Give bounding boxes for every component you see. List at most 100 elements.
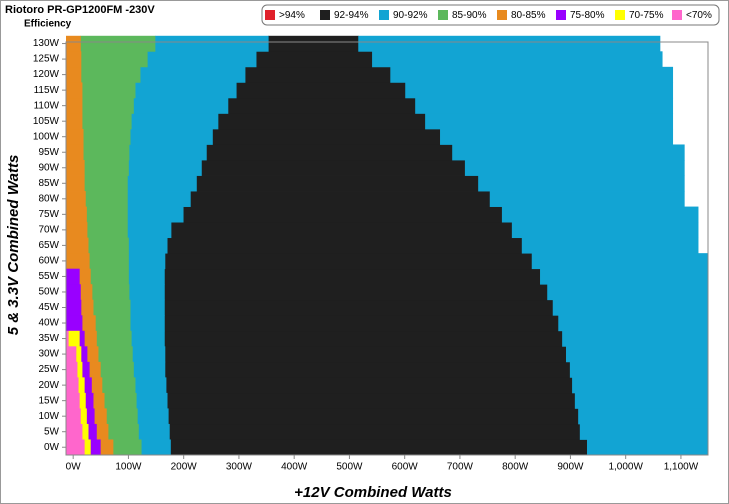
y-tick-label: 55W bbox=[38, 271, 59, 282]
efficiency-cell bbox=[268, 35, 359, 52]
legend-swatch bbox=[497, 10, 507, 20]
efficiency-cell bbox=[91, 377, 103, 394]
efficiency-cell bbox=[569, 361, 709, 378]
efficiency-cell bbox=[86, 346, 99, 363]
efficiency-cell bbox=[183, 206, 503, 223]
efficiency-cell bbox=[83, 128, 131, 145]
efficiency-cell bbox=[245, 66, 391, 83]
y-tick-label: 35W bbox=[38, 333, 59, 344]
efficiency-cell bbox=[66, 66, 82, 83]
efficiency-cell bbox=[68, 330, 80, 347]
legend-label: 90-92% bbox=[393, 10, 428, 21]
efficiency-cell bbox=[100, 439, 114, 456]
efficiency-cell bbox=[227, 97, 416, 114]
efficiency-cell bbox=[170, 439, 588, 456]
efficiency-cell bbox=[86, 222, 128, 239]
efficiency-cell bbox=[96, 330, 132, 347]
efficiency-cell bbox=[574, 392, 709, 409]
efficiency-cell bbox=[85, 191, 128, 207]
legend-label: 70-75% bbox=[629, 10, 664, 21]
efficiency-cell bbox=[104, 392, 137, 409]
efficiency-cell bbox=[140, 66, 246, 83]
efficiency-cell bbox=[464, 160, 685, 176]
x-tick-label: 800W bbox=[502, 462, 529, 473]
efficiency-cell bbox=[66, 408, 81, 425]
efficiency-cell bbox=[137, 408, 169, 425]
efficiency-cell bbox=[112, 439, 142, 456]
x-tick-label: 200W bbox=[171, 462, 198, 473]
efficiency-cell bbox=[86, 408, 95, 425]
efficiency-cell bbox=[66, 423, 83, 440]
y-tick-label: 5W bbox=[44, 426, 60, 437]
efficiency-cell bbox=[170, 222, 513, 239]
y-tick-label: 115W bbox=[34, 85, 60, 96]
efficiency-cell bbox=[128, 160, 202, 176]
y-axis-label: 5 & 3.3V Combined Watts bbox=[5, 155, 22, 336]
chart-subtitle: Efficiency bbox=[24, 19, 72, 30]
efficiency-cell bbox=[79, 330, 85, 347]
legend-swatch bbox=[556, 10, 566, 20]
efficiency-cell bbox=[66, 222, 88, 239]
efficiency-cell bbox=[489, 191, 685, 207]
efficiency-cell bbox=[132, 346, 166, 363]
y-tick-label: 95W bbox=[38, 147, 59, 158]
efficiency-cell bbox=[96, 423, 109, 440]
x-tick-label: 0W bbox=[66, 462, 82, 473]
efficiency-cell bbox=[90, 268, 129, 285]
y-tick-label: 120W bbox=[33, 69, 60, 80]
y-tick-label: 15W bbox=[38, 395, 59, 406]
efficiency-cell bbox=[83, 144, 130, 161]
efficiency-cell bbox=[66, 346, 77, 363]
efficiency-cell bbox=[201, 160, 466, 176]
efficiency-cell bbox=[84, 439, 91, 456]
efficiency-cell bbox=[136, 392, 168, 409]
efficiency-cell bbox=[167, 392, 576, 409]
legend-swatch bbox=[438, 10, 448, 20]
y-tick-label: 10W bbox=[38, 411, 59, 422]
plot-area bbox=[66, 35, 709, 456]
efficiency-cell bbox=[66, 144, 84, 161]
efficiency-cell bbox=[131, 113, 219, 130]
efficiency-cell bbox=[154, 35, 269, 52]
efficiency-cell bbox=[372, 51, 663, 68]
efficiency-cell bbox=[478, 175, 685, 192]
efficiency-cell bbox=[130, 315, 165, 332]
y-tick-label: 50W bbox=[38, 287, 59, 298]
efficiency-cell bbox=[80, 66, 141, 83]
efficiency-cell bbox=[141, 439, 171, 456]
legend-swatch bbox=[615, 10, 625, 20]
efficiency-cell bbox=[128, 284, 165, 301]
efficiency-cell bbox=[88, 423, 97, 440]
y-tick-label: 25W bbox=[38, 364, 59, 375]
efficiency-cell bbox=[256, 51, 373, 68]
x-axis-label: +12V Combined Watts bbox=[294, 484, 452, 501]
legend-label: 92-94% bbox=[334, 10, 369, 21]
efficiency-cell bbox=[77, 361, 83, 378]
efficiency-cell bbox=[89, 253, 129, 270]
x-tick-label: 300W bbox=[226, 462, 253, 473]
efficiency-cell bbox=[95, 315, 131, 332]
efficiency-cell bbox=[93, 299, 131, 316]
x-tick-label: 700W bbox=[447, 462, 474, 473]
legend-label: 75-80% bbox=[570, 10, 605, 21]
efficiency-cell bbox=[511, 222, 699, 239]
y-tick-label: 80W bbox=[38, 193, 59, 204]
x-tick-label: 900W bbox=[557, 462, 584, 473]
efficiency-cell bbox=[138, 423, 170, 440]
efficiency-cell bbox=[164, 253, 533, 270]
y-tick-label: 105W bbox=[33, 116, 60, 127]
efficiency-cell bbox=[168, 408, 579, 425]
efficiency-cell bbox=[572, 377, 709, 394]
efficiency-cell bbox=[167, 237, 523, 254]
legend-swatch bbox=[379, 10, 389, 20]
legend-label: 85-90% bbox=[452, 10, 487, 21]
efficiency-cell bbox=[164, 330, 563, 347]
efficiency-cell bbox=[66, 315, 83, 332]
y-tick-label: 110W bbox=[34, 100, 60, 111]
efficiency-cell bbox=[100, 361, 134, 378]
efficiency-cell bbox=[80, 408, 87, 425]
y-tick-label: 85W bbox=[38, 178, 59, 189]
efficiency-cell bbox=[84, 377, 92, 394]
efficiency-cell bbox=[66, 97, 83, 114]
efficiency-cell bbox=[135, 82, 237, 99]
